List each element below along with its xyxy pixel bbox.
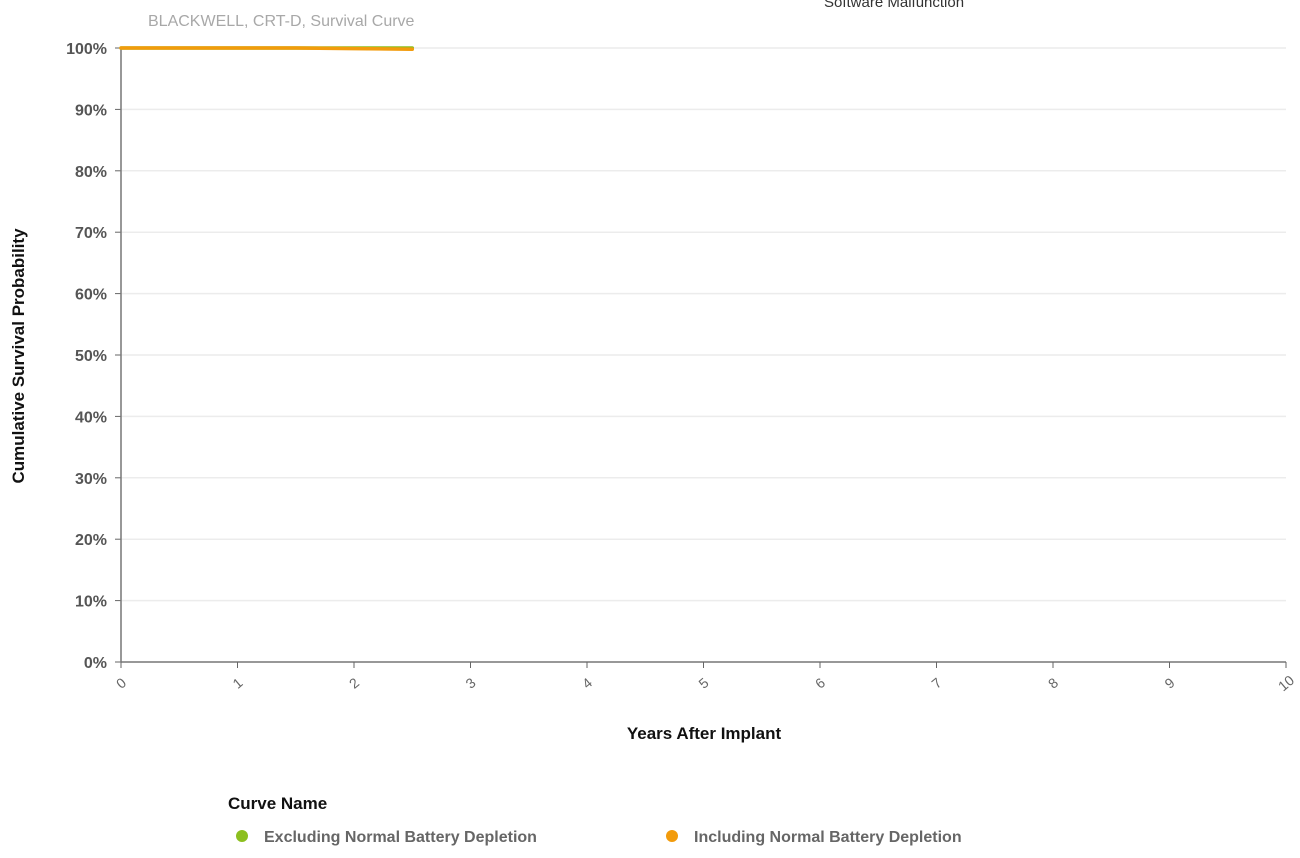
x-tick-labels: 0 1 2 3 4 5 6 7 8 9 10: [113, 672, 1297, 694]
legend-label[interactable]: Including Normal Battery Depletion: [694, 829, 962, 846]
x-tick-label: 1: [229, 674, 245, 691]
y-tick-label: 20%: [75, 532, 107, 549]
y-tick-label: 40%: [75, 409, 107, 426]
gridlines: [121, 47, 1286, 602]
series-line: [119, 46, 415, 51]
x-tick-label: 9: [1161, 674, 1177, 691]
x-tick-label: 4: [579, 674, 595, 691]
legend: Excluding Normal Battery Depletion Includ…: [236, 829, 962, 846]
x-tick-label: 8: [1045, 674, 1061, 691]
legend-marker: [666, 830, 678, 842]
corner-note: Software Malfunction: [824, 0, 964, 11]
series-lines: [119, 46, 415, 51]
y-tick-label: 90%: [75, 102, 107, 119]
x-tick-label: 0: [113, 674, 129, 691]
x-tick-label: 3: [462, 674, 478, 691]
x-tick-label: 10: [1275, 672, 1297, 694]
legend-label[interactable]: Excluding Normal Battery Depletion: [264, 829, 537, 846]
x-tick-label: 5: [695, 674, 711, 691]
y-tick-label: 0%: [84, 655, 107, 672]
chart-title: BLACKWELL, CRT-D, Survival Curve: [148, 13, 415, 30]
x-tick-label: 7: [928, 674, 944, 691]
legend-title: Curve Name: [228, 794, 327, 813]
x-tick-label: 2: [346, 674, 362, 691]
y-tick-label: 50%: [75, 348, 107, 365]
y-tick-label: 10%: [75, 594, 107, 611]
x-axis-title: Years After Implant: [627, 724, 782, 743]
y-axis-title: Cumulative Survival Probability: [9, 228, 28, 484]
y-tick-label: 70%: [75, 225, 107, 242]
y-tick-label: 80%: [75, 164, 107, 181]
axes: [115, 47, 1287, 668]
y-tick-label: 100%: [66, 41, 107, 58]
legend-marker: [236, 830, 248, 842]
y-tick-labels: 0% 10% 20% 30% 40% 50% 60% 70% 80% 90% 100%: [66, 41, 107, 672]
y-tick-label: 60%: [75, 287, 107, 304]
y-tick-label: 30%: [75, 471, 107, 488]
x-tick-label: 6: [812, 674, 828, 691]
